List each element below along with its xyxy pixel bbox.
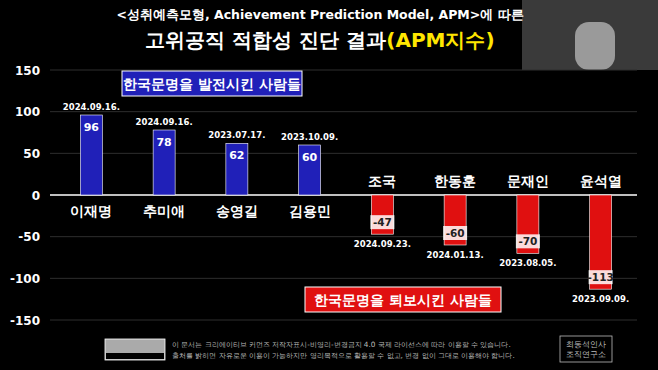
bar — [517, 195, 539, 253]
bar — [80, 115, 102, 195]
video-figure — [575, 22, 615, 70]
y-tick-label: -150 — [10, 314, 40, 328]
date-label: 2023.07.17. — [208, 130, 265, 140]
date-label: 2024.01.13. — [427, 250, 484, 260]
category-label: 조국 — [368, 173, 396, 189]
bar — [226, 143, 248, 195]
grid-line — [50, 111, 637, 112]
bar — [444, 195, 466, 245]
footer-text: 출처를 밝히면 자유로운 이용이 가능하지만 영리목적으로 활용할 수 없고, … — [172, 351, 515, 360]
value-label: 96 — [84, 121, 100, 134]
grid-line — [50, 153, 637, 154]
value-label: 78 — [156, 136, 171, 149]
date-label: 2024.09.16. — [136, 117, 193, 127]
bar — [153, 130, 175, 195]
annotation-box — [122, 71, 302, 96]
date-label: 2024.09.23. — [354, 239, 411, 249]
bars — [80, 115, 611, 289]
category-label: 이재명 — [70, 203, 112, 219]
category-label: 윤석열 — [580, 173, 622, 189]
value-label: -60 — [446, 227, 465, 239]
background — [0, 0, 658, 370]
grid-line — [50, 236, 637, 237]
category-label: 문재인 — [507, 173, 549, 189]
date-label: 2023.10.09. — [281, 132, 338, 142]
bar — [371, 195, 393, 234]
value-label-bg — [443, 226, 467, 240]
y-tick-label: -50 — [18, 230, 40, 244]
value-label-bg — [516, 234, 540, 248]
value-label: -47 — [373, 216, 392, 228]
cc-badge-strip — [106, 353, 164, 359]
category-label: 한동훈 — [434, 173, 476, 189]
grid-line — [50, 278, 637, 279]
value-label: 60 — [302, 151, 318, 164]
y-tick-label: 100 — [15, 105, 40, 119]
subtitle: <성취예측모형, Achievement Prediction Model, A… — [116, 7, 523, 22]
grid-line — [50, 70, 637, 71]
annotation: 한국문명을 퇴보시킨 사람들 — [314, 292, 491, 308]
grid-line — [50, 320, 637, 321]
credit-text: 조직연구소 — [566, 350, 606, 359]
date-label: 2023.09.09. — [572, 294, 629, 304]
footer-text: 이 문서는 크리에이티브 커먼즈 저작자표시-비영리-변경금지 4.0 국제 라… — [172, 340, 511, 349]
value-label: -70 — [518, 235, 537, 247]
title-suffix: (APM지수) — [386, 28, 494, 52]
date-label: 2023.08.05. — [499, 258, 556, 268]
category-label: 송영길 — [216, 203, 258, 219]
category-label: 김용민 — [289, 203, 331, 219]
bar — [299, 145, 321, 195]
value-label: -113 — [587, 271, 613, 283]
y-tick-label: 150 — [15, 64, 40, 78]
title: 고위공직 적합성 진단 결과(APM지수) — [145, 28, 494, 52]
annotation: 한국문명을 발전시킨 사람들 — [123, 76, 300, 92]
date-label: 2024.09.16. — [63, 102, 120, 112]
annotation-box — [305, 287, 501, 312]
value-label-bg — [370, 215, 394, 229]
y-tick-label: -100 — [10, 272, 40, 286]
y-tick-label: 0 — [32, 189, 40, 203]
credit-text: 최동석인사 — [566, 340, 606, 349]
cc-badge — [105, 339, 165, 360]
zero-line — [50, 194, 637, 196]
y-tick-label: 50 — [23, 147, 40, 161]
chart: <성취예측모형, Achievement Prediction Model, A… — [0, 0, 658, 370]
credit-box — [560, 336, 612, 362]
title-main: 고위공직 적합성 진단 결과 — [145, 28, 386, 52]
category-label: 추미애 — [143, 203, 185, 219]
video-inset — [522, 0, 658, 70]
value-label: 62 — [229, 149, 244, 162]
